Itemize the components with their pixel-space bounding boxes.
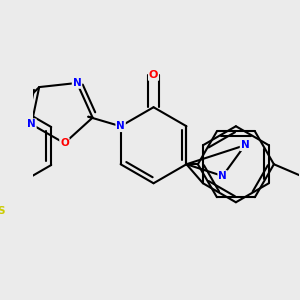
Text: N: N <box>116 121 125 131</box>
Text: N: N <box>218 171 227 181</box>
Text: O: O <box>60 138 69 148</box>
Text: O: O <box>149 70 158 80</box>
Text: N: N <box>73 78 81 88</box>
Text: N: N <box>27 119 36 129</box>
Text: N: N <box>241 140 249 150</box>
Text: S: S <box>0 206 5 216</box>
